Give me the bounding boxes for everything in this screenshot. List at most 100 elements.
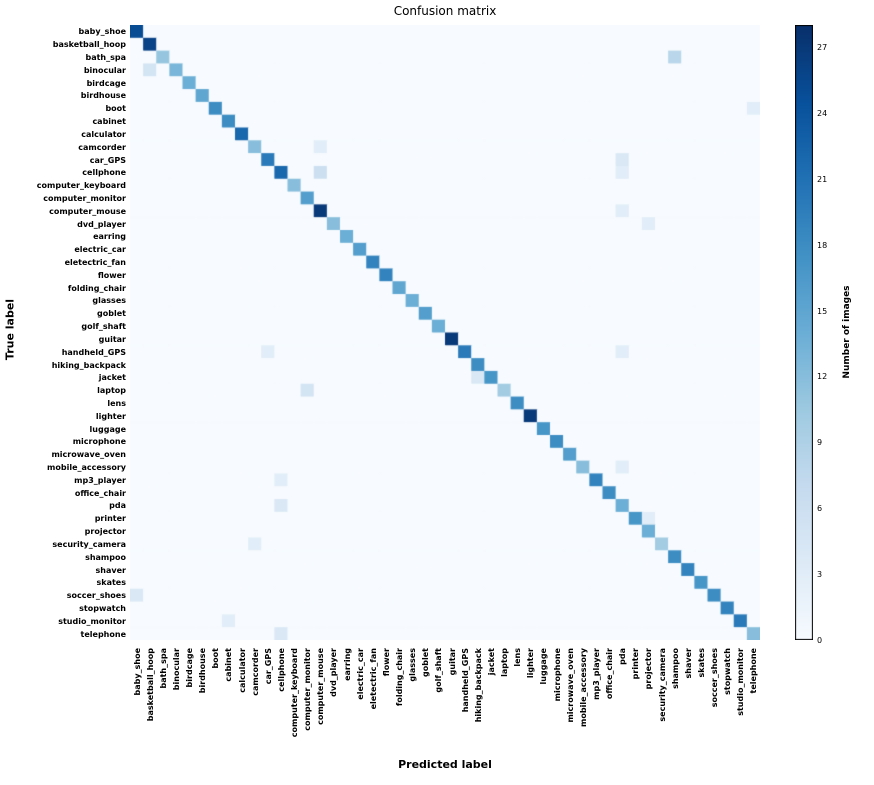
x-tick-label: basketball_hoop [146, 648, 155, 748]
x-tick-label: luggage [539, 648, 548, 748]
x-tick-label: stopwatch [723, 648, 732, 748]
y-tick-label: laptop [97, 386, 126, 395]
y-tick-label: flower [98, 271, 126, 280]
y-tick-label: luggage [90, 425, 126, 434]
y-tick-label: dvd_player [77, 220, 126, 229]
x-tick-label: binocular [172, 648, 181, 748]
colorbar-tick-label: 6 [817, 504, 822, 513]
x-tick-label: calculator [238, 648, 247, 748]
y-tick-label: shampoo [85, 553, 126, 562]
colorbar-tick-label: 12 [817, 372, 827, 381]
x-tick-label: shaver [684, 648, 693, 748]
figure-canvas: Confusion matrix True label Predicted la… [0, 0, 874, 785]
y-tick-label: basketball_hoop [53, 40, 126, 49]
x-tick-label: boot [211, 648, 220, 748]
x-tick-label: shampoo [671, 648, 680, 748]
x-tick-label: goblet [421, 648, 430, 748]
x-tick-label: computer_mouse [316, 648, 325, 748]
x-tick-label: office_chair [605, 648, 614, 748]
y-tick-label: electric_car [74, 245, 126, 254]
x-tick-label: projector [644, 648, 653, 748]
y-tick-label: golf_shaft [81, 322, 126, 331]
x-tick-label: studio_monitor [736, 648, 745, 748]
y-tick-label: cellphone [82, 168, 126, 177]
x-tick-label: camcorder [251, 648, 260, 748]
y-tick-label: office_chair [75, 489, 126, 498]
y-tick-label: eletectric_fan [65, 258, 126, 267]
x-tick-label: telephone [749, 648, 758, 748]
y-tick-label: earring [93, 232, 126, 241]
colorbar-tick-label: 15 [817, 307, 827, 316]
y-tick-label: hiking_backpack [52, 361, 126, 370]
y-tick-label: folding_chair [68, 284, 126, 293]
y-tick-label: boot [105, 104, 126, 113]
y-tick-label: stopwatch [79, 604, 126, 613]
y-tick-label: calculator [81, 130, 126, 139]
colorbar-label: Number of images [842, 222, 852, 442]
y-tick-label: microwave_oven [51, 450, 126, 459]
y-tick-label: projector [85, 527, 126, 536]
y-tick-label: guitar [99, 335, 126, 344]
y-tick-label: car_GPS [90, 156, 126, 165]
x-tick-label: mp3_player [592, 648, 601, 748]
x-tick-label: handheld_GPS [461, 648, 470, 748]
x-tick-label: hiking_backpack [474, 648, 483, 748]
colorbar-tick-label: 27 [817, 43, 827, 52]
colorbar-tick-label: 21 [817, 175, 827, 184]
y-tick-label: goblet [97, 309, 126, 318]
x-axis-label: Predicted label [130, 758, 760, 771]
x-tick-label: glasses [408, 648, 417, 748]
x-tick-label: security_camera [658, 648, 667, 748]
x-tick-label: guitar [448, 648, 457, 748]
y-tick-label: skates [97, 578, 127, 587]
y-tick-label: microphone [73, 437, 126, 446]
y-axis-label: True label [4, 229, 17, 429]
y-tick-label: pda [109, 501, 126, 510]
x-tick-label: dvd_player [329, 648, 338, 748]
y-tick-label: computer_keyboard [37, 181, 126, 190]
colorbar-tick-label: 3 [817, 570, 822, 579]
x-tick-label: car_GPS [264, 648, 273, 748]
y-tick-label: camcorder [78, 143, 126, 152]
x-tick-label: mobile_accessory [579, 648, 588, 748]
y-tick-label: handheld_GPS [62, 348, 126, 357]
x-tick-label: laptop [500, 648, 509, 748]
x-tick-label: microwave_oven [566, 648, 575, 748]
y-tick-label: security_camera [52, 540, 126, 549]
y-tick-label: mobile_accessory [47, 463, 126, 472]
x-tick-label: eletectric_fan [369, 648, 378, 748]
x-tick-label: golf_shaft [434, 648, 443, 748]
y-tick-label: cabinet [92, 117, 126, 126]
y-tick-label: soccer_shoes [67, 591, 126, 600]
colorbar-tick-label: 24 [817, 109, 827, 118]
x-tick-label: electric_car [356, 648, 365, 748]
x-tick-label: printer [631, 648, 640, 748]
x-tick-label: pda [618, 648, 627, 748]
y-tick-label: glasses [92, 296, 126, 305]
x-tick-label: folding_chair [395, 648, 404, 748]
confusion-heatmap [130, 25, 760, 640]
y-tick-label: birdcage [87, 79, 126, 88]
y-tick-label: studio_monitor [58, 617, 126, 626]
x-tick-label: microphone [553, 648, 562, 748]
x-tick-label: flower [382, 648, 391, 748]
x-tick-label: birdhouse [198, 648, 207, 748]
x-tick-label: birdcage [185, 648, 194, 748]
y-tick-label: printer [95, 514, 126, 523]
x-tick-label: computer_keyboard [290, 648, 299, 748]
colorbar-tick-label: 0 [817, 636, 822, 645]
y-tick-label: mp3_player [74, 476, 126, 485]
colorbar-tick-label: 9 [817, 438, 822, 447]
y-tick-label: bath_spa [85, 53, 126, 62]
y-tick-label: shaver [96, 566, 126, 575]
colorbar-tick-label: 18 [817, 241, 827, 250]
y-tick-label: computer_monitor [43, 194, 126, 203]
y-tick-label: birdhouse [81, 91, 126, 100]
x-tick-label: baby_shoe [133, 648, 142, 748]
y-tick-label: binocular [84, 66, 126, 75]
y-tick-label: baby_shoe [79, 27, 126, 36]
y-tick-label: jacket [99, 373, 126, 382]
x-tick-label: cabinet [224, 648, 233, 748]
y-tick-label: computer_mouse [49, 207, 126, 216]
x-tick-label: lens [513, 648, 522, 748]
